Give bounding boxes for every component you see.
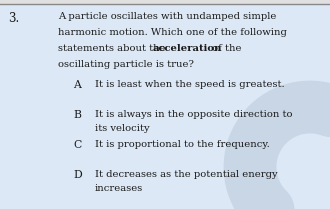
Text: of the: of the [209,44,242,53]
Text: B: B [73,110,81,120]
Text: It is always in the opposite direction to: It is always in the opposite direction t… [95,110,292,119]
Text: It is least when the speed is greatest.: It is least when the speed is greatest. [95,80,284,89]
Text: oscillating particle is true?: oscillating particle is true? [58,60,194,69]
Text: A: A [73,80,81,90]
Text: 3.: 3. [8,12,19,25]
Text: It is proportional to the frequency.: It is proportional to the frequency. [95,140,270,149]
Text: C: C [73,140,81,150]
Text: statements about the: statements about the [58,44,169,53]
Text: A particle oscillates with undamped simple: A particle oscillates with undamped simp… [58,12,277,21]
Text: It decreases as the potential energy: It decreases as the potential energy [95,170,278,179]
Text: increases: increases [95,184,143,193]
Text: harmonic motion. Which one of the following: harmonic motion. Which one of the follow… [58,28,287,37]
Text: acceleration: acceleration [153,44,222,53]
Text: its velocity: its velocity [95,124,149,133]
Text: D: D [73,170,82,180]
